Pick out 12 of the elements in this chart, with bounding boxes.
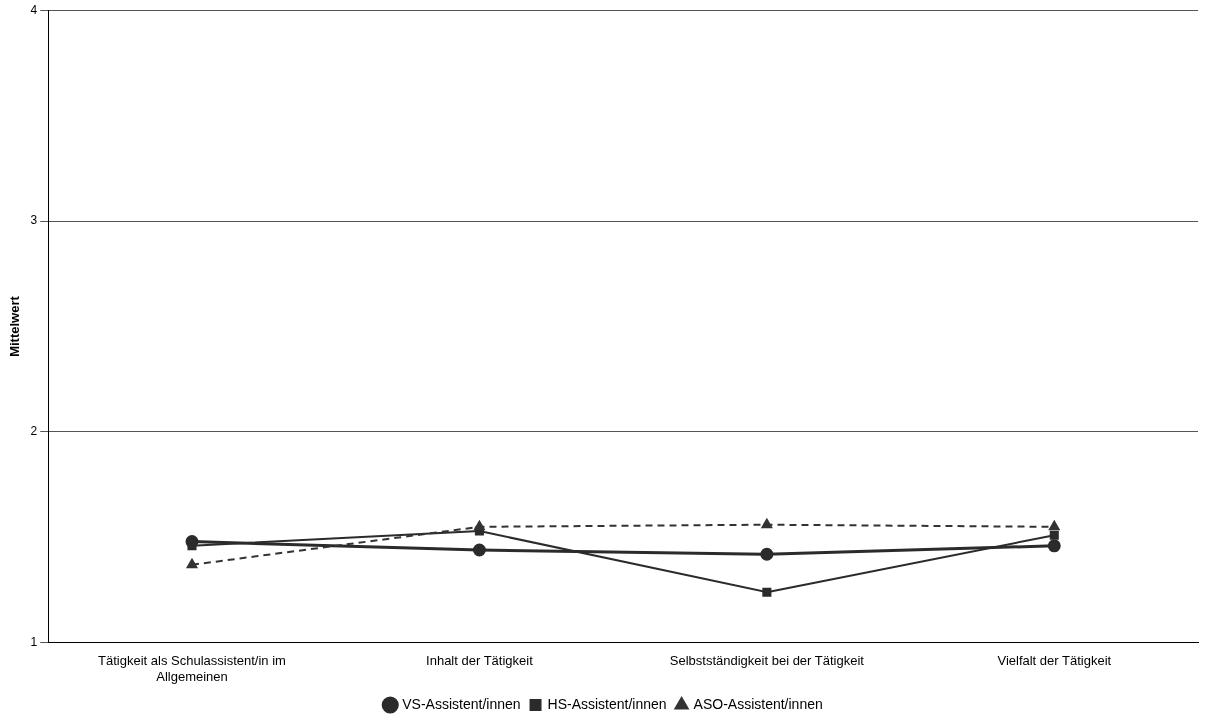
y-tick-label: 1	[30, 635, 38, 650]
x-tick-label: Selbstständigkeit bei der Tätigkeit	[669, 653, 865, 669]
y-axis-title: Mittelwert	[7, 295, 23, 357]
legend-label: HS-Assistent/innen	[547, 695, 667, 712]
y-tick-label: 3	[30, 213, 38, 228]
x-tick-label: Vielfalt der Tätigkeit	[997, 653, 1112, 669]
legend-label: VS-Assistent/innen	[402, 695, 521, 712]
y-tick-label: 2	[30, 424, 38, 439]
legend-label: ASO-Assistent/innen	[693, 695, 823, 712]
y-tick-label: 4	[30, 2, 38, 17]
x-tick-label: Tätigkeit als Schulassistent/in im Allgemeinen	[98, 653, 286, 684]
x-tick-label: Inhalt der Tätigkeit	[426, 653, 534, 669]
